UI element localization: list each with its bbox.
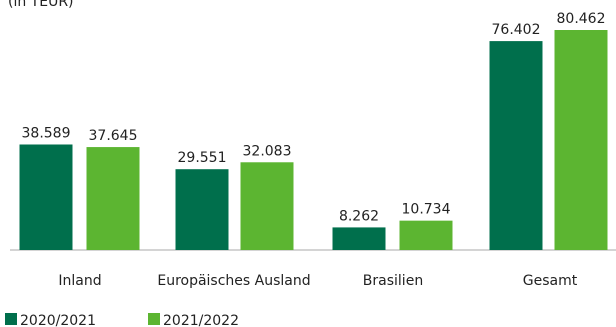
data-label: 32.083 [243, 143, 292, 159]
legend-swatch [148, 313, 160, 325]
bar [399, 220, 453, 250]
legend-label: 2021/2022 [163, 313, 239, 327]
data-label: 38.589 [22, 125, 71, 141]
x-tick-label: Gesamt [523, 273, 578, 289]
data-label: 10.734 [402, 202, 451, 218]
x-tick-label: Inland [58, 273, 101, 289]
bar [332, 227, 386, 250]
legend-swatch [5, 313, 17, 325]
chart-title: (in TEUR) [8, 0, 74, 10]
legend-label: 2020/2021 [20, 313, 96, 327]
bar [175, 169, 229, 250]
bar [489, 41, 543, 250]
bar [19, 144, 73, 250]
x-tick-label: Brasilien [363, 273, 423, 289]
data-label: 29.551 [178, 150, 227, 166]
bar [86, 147, 140, 250]
x-tick-label: Europäisches Ausland [157, 273, 310, 289]
bar [554, 30, 608, 250]
data-label: 37.645 [89, 128, 138, 144]
data-label: 8.262 [339, 208, 379, 224]
data-label: 76.402 [492, 22, 541, 38]
bar [240, 162, 294, 250]
data-label: 80.462 [557, 11, 606, 27]
